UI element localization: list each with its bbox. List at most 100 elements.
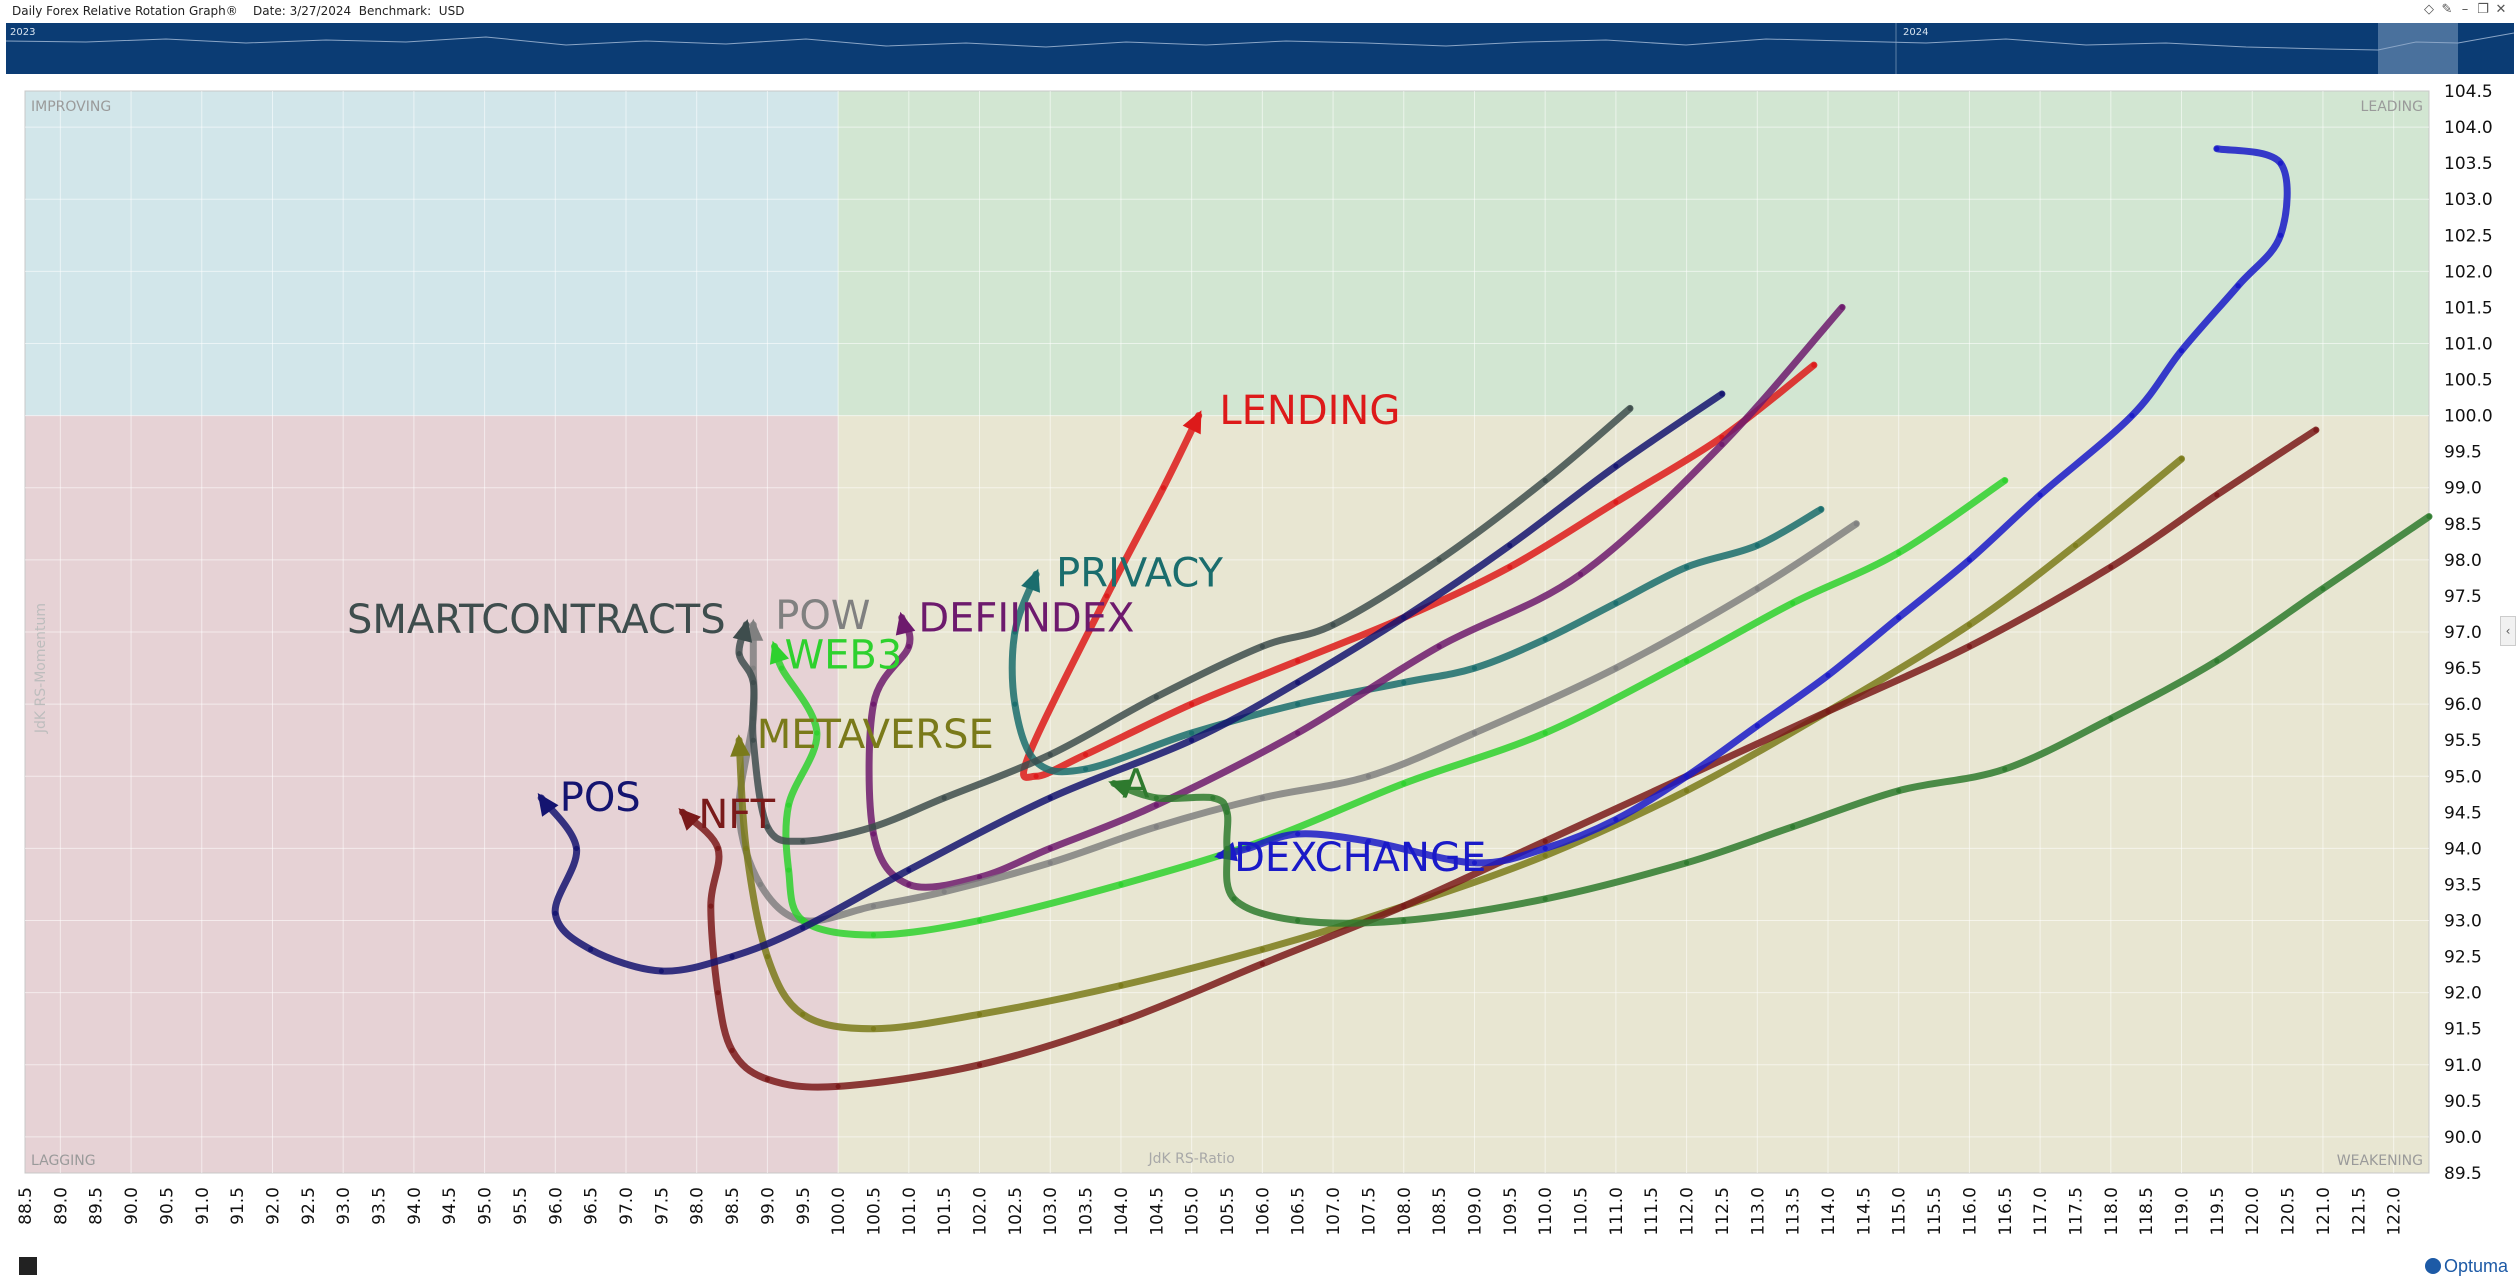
rrg-chart: IMPROVING LEADING LAGGING WEAKENING JdK … (16, 82, 2493, 1236)
status-icon[interactable] (19, 1257, 37, 1275)
x-tick-label: 118.5 (2137, 1187, 2157, 1236)
point-smartcontracts (941, 795, 947, 801)
point-metaverse (976, 1011, 983, 1017)
y-tick-label: 97.0 (2444, 623, 2482, 643)
quadrant-weakening (838, 415, 2429, 1174)
point-lending (1104, 593, 1110, 599)
point-nft (2108, 564, 2114, 570)
arrowhead-smartcontracts (732, 619, 753, 643)
point-privacy (1754, 542, 1760, 549)
point-a (1790, 824, 1796, 830)
point-a (1542, 896, 1548, 902)
point-a (1401, 917, 1407, 924)
point-smartcontracts (736, 651, 742, 657)
point-pos (1613, 463, 1619, 469)
x-tick-label: 114.0 (1819, 1187, 1839, 1236)
diamond-icon[interactable]: ◇ (2424, 2, 2434, 17)
navigator-window-handle[interactable] (2378, 23, 2458, 74)
point-privacy (1295, 701, 1301, 707)
x-tick-label: 98.0 (688, 1187, 708, 1225)
point-metaverse (1966, 622, 1973, 628)
point-metaverse (870, 1026, 877, 1032)
tail-metaverse (735, 455, 2185, 1033)
point-web3 (870, 932, 877, 938)
x-tick-label: 109.5 (1501, 1187, 1521, 1236)
point-dexchange (1471, 860, 1478, 866)
point-defiindex (1295, 730, 1301, 736)
y-tick-label: 98.5 (2444, 515, 2482, 535)
point-privacy (1471, 665, 1478, 671)
point-pos (729, 954, 735, 960)
series-smartcontracts: SMARTCONTRACTS (347, 404, 1634, 845)
y-tick-label: 95.0 (2444, 767, 2482, 787)
minimize-icon[interactable]: – (2461, 2, 2469, 17)
point-a (1295, 917, 1301, 924)
restore-icon[interactable]: ❐ (2477, 2, 2489, 17)
x-tick-label: 121.5 (2349, 1187, 2369, 1236)
point-pos (573, 845, 580, 852)
y-tick-label: 93.0 (2444, 912, 2482, 932)
x-tick-label: 105.0 (1183, 1187, 1203, 1236)
point-metaverse (1259, 946, 1265, 952)
point-a (1683, 860, 1690, 866)
series-nft: NFT (678, 426, 2320, 1091)
x-tick-label: 120.5 (2279, 1187, 2299, 1236)
point-pow (757, 881, 763, 888)
series-a: A (1108, 513, 2433, 927)
y-tick-label: 101.0 (2444, 334, 2493, 354)
point-defiindex (1719, 441, 1725, 448)
point-defiindex (976, 874, 983, 880)
navigator-line (5, 32, 2515, 51)
optuma-logo-icon (2424, 1258, 2441, 1274)
point-pos (800, 925, 806, 931)
series-metaverse: METAVERSE (730, 455, 2185, 1033)
y-tick-label: 102.0 (2444, 262, 2493, 282)
y-tick-label: 96.5 (2444, 659, 2482, 679)
y-tick-label: 90.0 (2444, 1128, 2482, 1148)
y-tick-label: 92.5 (2444, 948, 2482, 968)
x-axis-title: JdK RS-Ratio (1148, 1151, 1235, 1167)
x-tick-label: 122.0 (2385, 1187, 2405, 1236)
point-smartcontracts (764, 824, 771, 830)
point-nft (2313, 427, 2319, 433)
quadrant-leading (838, 91, 2429, 416)
close-icon[interactable]: ✕ (2495, 2, 2507, 17)
point-dexchange (1683, 773, 1690, 779)
y-tick-label: 102.5 (2444, 226, 2493, 246)
point-nft (1825, 708, 1831, 714)
quadrant-label-weakening: WEAKENING (2337, 1153, 2423, 1169)
x-tick-label: 88.5 (16, 1187, 36, 1225)
point-pow (1259, 795, 1265, 801)
point-dexchange (1825, 672, 1831, 678)
point-defiindex (1436, 643, 1442, 650)
x-tick-label: 112.0 (1678, 1187, 1698, 1236)
collapse-panel-tab[interactable]: ‹ (2500, 616, 2516, 646)
label-metaverse: METAVERSE (757, 712, 994, 758)
quadrant-improving (25, 91, 839, 416)
point-pos (1401, 614, 1407, 621)
point-pow (1153, 824, 1159, 830)
pin-icon[interactable]: ✎ (2441, 2, 2453, 17)
date-navigator[interactable]: 2023 2024 (5, 23, 2515, 74)
point-smartcontracts (800, 838, 806, 844)
point-nft (715, 990, 721, 996)
series-web3: WEB3 (769, 477, 2009, 939)
point-pos (906, 867, 912, 873)
label-dexchange: DEXCHANGE (1234, 835, 1486, 881)
point-dexchange (1365, 838, 1372, 844)
x-tick-label: 92.5 (299, 1187, 319, 1225)
point-defiindex (906, 643, 912, 650)
y-tick-label: 104.0 (2444, 118, 2493, 138)
y-tick-label: 92.0 (2444, 984, 2482, 1004)
point-pos (658, 968, 664, 974)
point-dexchange (1613, 816, 1619, 823)
point-pow (1047, 860, 1053, 866)
point-privacy (1613, 600, 1619, 606)
y-tick-label: 93.5 (2444, 875, 2482, 895)
point-nft (1118, 1018, 1124, 1025)
point-defiindex (1047, 845, 1053, 852)
series-lending: LENDING (1020, 361, 1818, 781)
label-pos: POS (560, 775, 641, 821)
point-pos (1295, 679, 1301, 686)
